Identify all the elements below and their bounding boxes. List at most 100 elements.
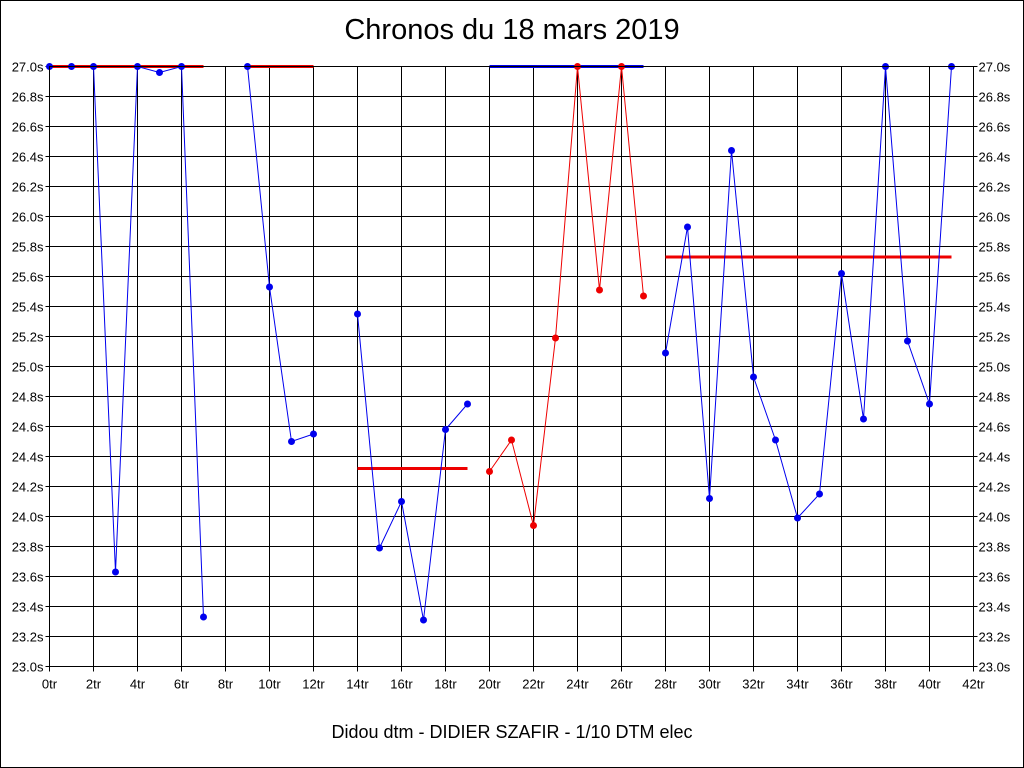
y-tick-label-left: 25.4s [12, 300, 44, 315]
y-tick-label-right: 26.4s [979, 150, 1011, 165]
x-tick-label: 20tr [478, 677, 501, 692]
y-tick-label-right: 26.6s [979, 120, 1011, 135]
data-point [354, 310, 361, 318]
data-point [200, 613, 207, 621]
y-tick-label-left: 24.0s [12, 510, 44, 525]
y-tick-label-right: 25.8s [979, 240, 1011, 255]
y-tick-label-right: 25.4s [979, 300, 1011, 315]
y-axis-right-ticks: 23.0s 23.2s 23.4s 23.6s 23.8s 24.0s 24.2s 24.4s… [979, 60, 1011, 675]
data-point [376, 544, 383, 552]
y-tick-label-right: 23.6s [979, 570, 1011, 585]
y-tick-label-right: 24.2s [979, 480, 1011, 495]
chart-footer: Didou dtm - DIDIER SZAFIR - 1/10 DTM ele… [331, 722, 693, 742]
x-tick-label: 2tr [86, 677, 102, 692]
y-tick-label-left: 25.8s [12, 240, 44, 255]
y-tick-label-right: 23.2s [979, 630, 1011, 645]
data-point [838, 270, 845, 277]
y-tick-label-left: 25.2s [12, 330, 44, 345]
y-tick-label-left: 23.2s [12, 630, 44, 645]
data-point [904, 337, 911, 345]
y-tick-label-left: 24.6s [12, 420, 44, 435]
x-tick-label: 4tr [130, 677, 146, 692]
x-tick-label: 28tr [654, 677, 677, 692]
y-tick-label-right: 24.0s [979, 510, 1011, 525]
y-tick-label-left: 24.2s [12, 480, 44, 495]
data-point [156, 69, 163, 76]
data-point [420, 616, 427, 624]
y-tick-label-right: 25.2s [979, 330, 1011, 345]
data-point [728, 147, 735, 154]
x-tick-label: 42tr [962, 677, 985, 692]
data-point [398, 498, 405, 505]
data-point [464, 400, 471, 408]
y-tick-label-right: 26.2s [979, 180, 1011, 195]
y-tick-label-left: 24.4s [12, 450, 44, 465]
y-tick-label-left: 26.4s [12, 150, 44, 165]
y-tick-label-left: 26.0s [12, 210, 44, 225]
data-point [596, 286, 603, 294]
y-tick-label-right: 24.6s [979, 420, 1011, 435]
y-tick-label-left: 26.2s [12, 180, 44, 195]
data-point [816, 490, 823, 498]
data-point [310, 430, 317, 438]
x-tick-label: 10tr [258, 677, 281, 692]
y-tick-label-left: 23.0s [12, 660, 44, 675]
data-point [288, 438, 295, 445]
y-tick-label-left: 25.0s [12, 360, 44, 375]
data-point [530, 522, 537, 529]
data-point [772, 436, 779, 444]
y-tick-label-right: 26.8s [979, 90, 1011, 105]
y-tick-label-left: 23.4s [12, 600, 44, 615]
data-point [640, 292, 647, 300]
y-tick-label-left: 24.8s [12, 390, 44, 405]
x-tick-label: 18tr [434, 677, 457, 692]
x-tick-label: 12tr [302, 677, 325, 692]
data-series [46, 63, 955, 624]
data-point [442, 426, 449, 433]
y-tick-label-right: 26.0s [979, 210, 1011, 225]
data-point [926, 400, 933, 408]
data-point [112, 568, 119, 576]
data-point [662, 349, 669, 357]
data-point [552, 334, 559, 342]
x-axis-ticks: 0tr 2tr 4tr 6tr 8tr 10tr 12tr 14tr 16tr 18tr 20tr 2… [42, 677, 985, 692]
x-tick-label: 6tr [174, 677, 190, 692]
x-tick-label: 38tr [874, 677, 897, 692]
data-point [508, 436, 515, 444]
x-tick-label: 14tr [346, 677, 369, 692]
x-tick-label: 22tr [522, 677, 545, 692]
x-tick-label: 0tr [42, 677, 58, 692]
series-line [665, 66, 952, 519]
series-line [357, 313, 468, 621]
chart-title: Chronos du 18 mars 2019 [344, 14, 680, 46]
x-tick-label: 30tr [698, 677, 721, 692]
x-tick-label: 8tr [218, 677, 234, 692]
data-point [706, 495, 713, 502]
y-tick-label-right: 23.4s [979, 600, 1011, 615]
y-tick-label-right: 23.0s [979, 660, 1011, 675]
y-tick-label-left: 27.0s [12, 60, 44, 75]
x-tick-label: 32tr [742, 677, 765, 692]
y-axis-left-ticks: 23.0s 23.2s 23.4s 23.6s 23.8s 24.0s 24.2s 24.4s… [12, 60, 44, 675]
y-tick-label-left: 26.8s [12, 90, 44, 105]
y-tick-label-left: 25.6s [12, 270, 44, 285]
data-point [266, 283, 273, 291]
y-tick-label-left: 26.6s [12, 120, 44, 135]
data-point [860, 415, 867, 423]
data-point [684, 223, 691, 231]
y-tick-label-left: 23.6s [12, 570, 44, 585]
y-tick-label-right: 24.4s [979, 450, 1011, 465]
data-point [794, 514, 801, 522]
x-tick-label: 16tr [390, 677, 413, 692]
x-tick-label: 34tr [786, 677, 809, 692]
y-tick-label-right: 23.8s [979, 540, 1011, 555]
series-line [489, 66, 644, 526]
x-tick-label: 26tr [610, 677, 633, 692]
data-point [486, 468, 493, 475]
series-line [247, 66, 314, 443]
data-point [750, 373, 757, 381]
y-tick-label-right: 25.0s [979, 360, 1011, 375]
y-tick-label-right: 25.6s [979, 270, 1011, 285]
plot-area-border [49, 66, 974, 667]
